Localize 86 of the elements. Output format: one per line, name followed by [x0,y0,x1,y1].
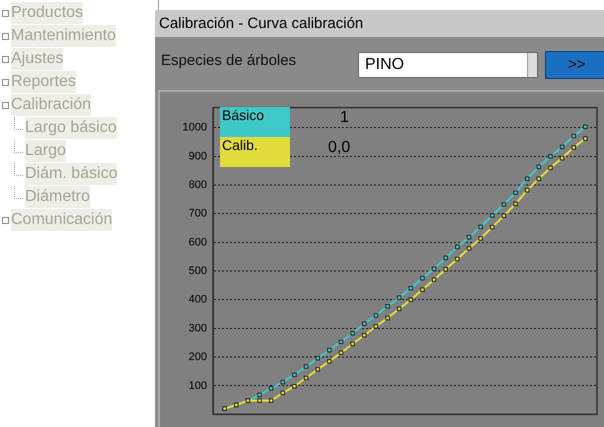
point [466,246,472,251]
point [257,392,262,398]
text: Productos [11,2,84,24]
point [478,224,483,230]
point [385,304,390,309]
point [432,266,436,272]
point [583,136,588,141]
point [490,224,495,230]
point [455,244,460,250]
point [408,297,414,302]
text: Largo básico [25,117,117,139]
point [396,306,402,312]
point [257,398,262,403]
y-tick-label: 400 [188,294,207,306]
point [385,316,390,320]
point [362,332,367,338]
point [315,356,320,360]
point [338,350,344,356]
point [327,359,332,364]
y-tick-label: 100 [188,380,207,392]
point [327,348,332,352]
point [443,267,448,272]
point [583,124,588,130]
point [548,154,553,159]
chart-title: Calibración - Curva calibración [155,10,604,37]
y-tick-label: 700 [188,208,207,220]
point [536,164,542,170]
point [338,340,344,344]
point [304,364,308,369]
point [490,213,495,218]
point [362,322,367,326]
point [571,145,576,150]
text: Diám. básico [25,163,118,185]
annotation: 1 [340,109,349,127]
point [374,324,378,329]
text: Comunicación [11,209,112,231]
point [374,313,378,318]
point [513,190,518,196]
point [466,234,472,240]
point [502,202,506,207]
annotation: 0,0 [328,139,350,157]
text: Diámetro [25,186,90,208]
y-tick-label: 900 [188,150,207,162]
point [513,202,518,206]
point [396,295,402,300]
point [420,276,425,280]
point [280,380,286,384]
point [502,213,506,218]
point [268,386,274,391]
point [571,134,576,138]
point [455,256,460,262]
text: Calibración [11,94,92,116]
text: >> [545,51,604,79]
point [478,236,483,241]
y-tick-label: 500 [188,265,207,278]
point [292,384,297,389]
text: Básico [222,107,264,123]
y-tick-label: 800 [188,179,207,192]
text: Mantenimiento [11,25,116,47]
text: Especies de árboles [161,52,296,69]
dropdown-field: PINO [358,52,538,78]
point [292,372,297,378]
point [536,176,542,181]
point [443,256,448,260]
text: Largo [25,140,66,162]
text: Calib. [222,137,258,153]
point [560,144,564,150]
y-tick-label: 1000 [182,122,207,134]
point [560,156,564,160]
point [268,398,274,403]
point [350,342,355,346]
y-tick-label: 200 [188,351,207,364]
point [524,188,530,192]
point [350,330,355,336]
text: Ajustes [11,48,64,70]
point [548,166,553,170]
point [408,286,414,291]
point [304,376,308,380]
y-tick-label: 600 [188,236,207,248]
y-tick-label: 300 [188,322,207,334]
point [420,287,425,292]
text: Reportes [11,71,76,93]
point [315,367,320,372]
point [524,176,530,181]
point [280,390,286,396]
point [432,277,436,282]
